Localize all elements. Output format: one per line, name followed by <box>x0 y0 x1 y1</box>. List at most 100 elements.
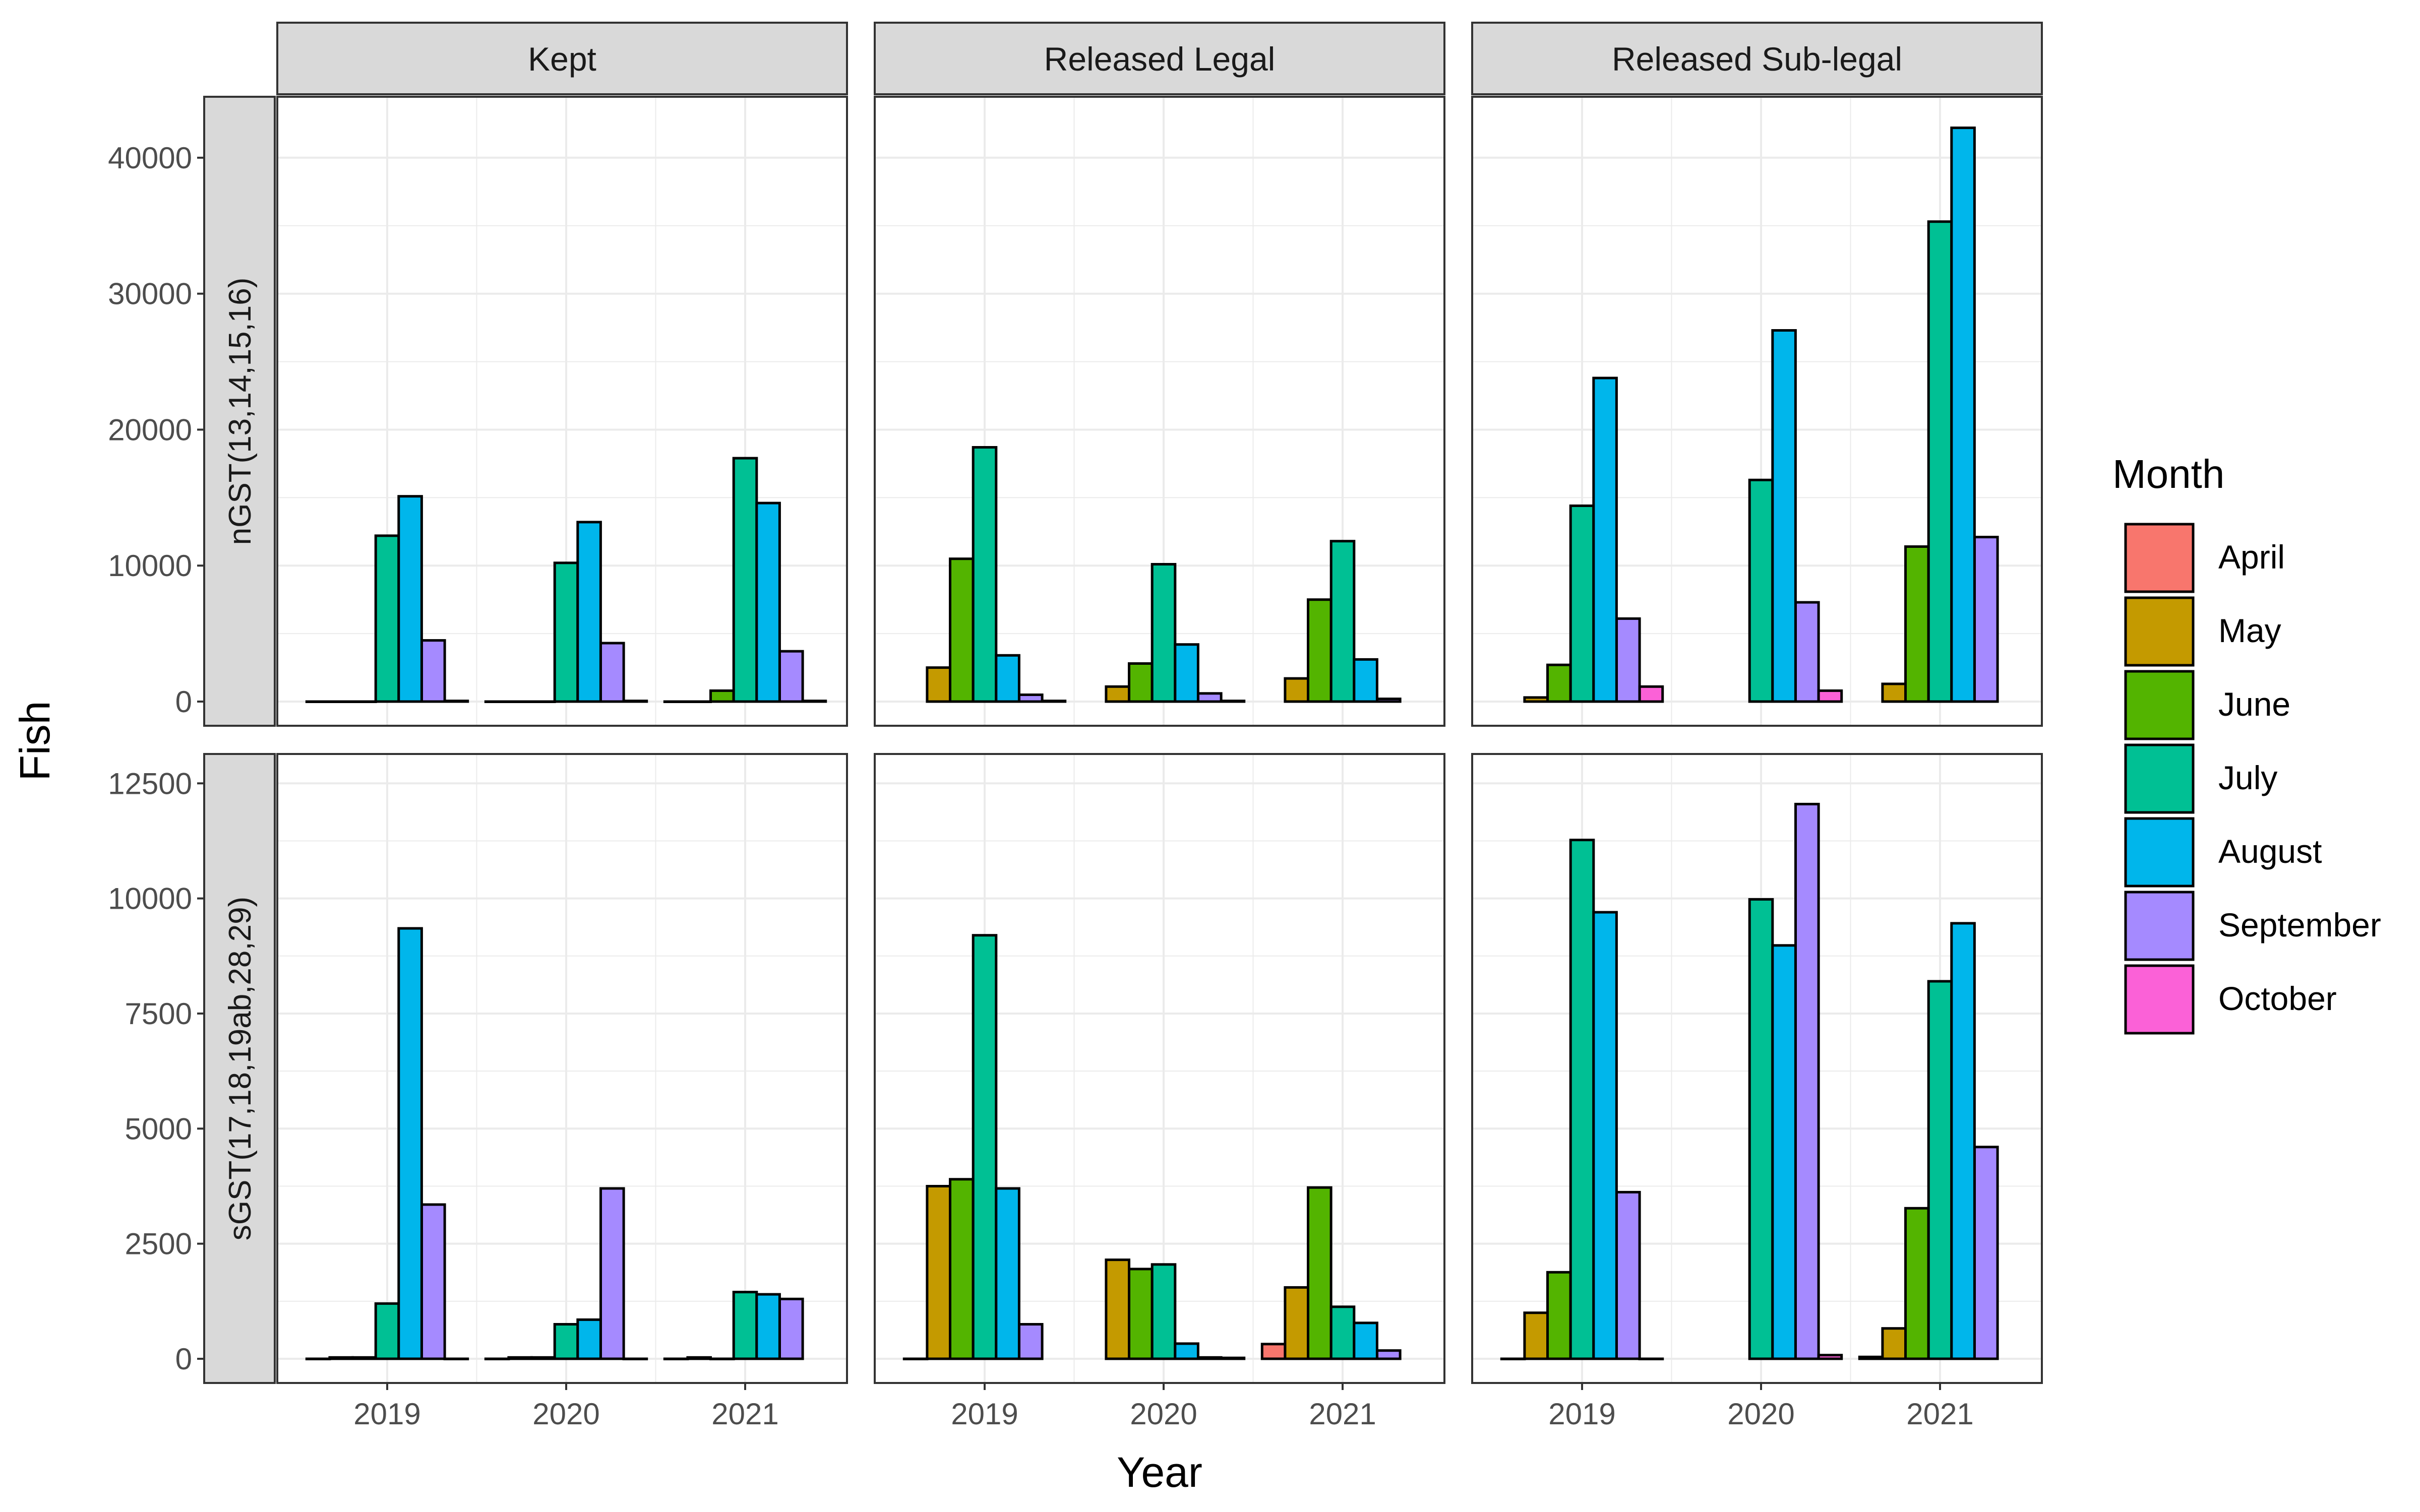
bar-september-2019 <box>420 1203 446 1360</box>
bar-july-2021 <box>1927 980 1953 1360</box>
bar-july-2021 <box>732 1291 758 1360</box>
column-strip-box <box>276 22 848 95</box>
legend-swatch <box>2124 523 2195 593</box>
legend-label: October <box>2218 980 2337 1017</box>
x-axis-1: 2019 2020 2021 <box>951 1383 1376 1431</box>
panel-border <box>276 753 848 1384</box>
x-tick-label: 2020 <box>532 1397 599 1431</box>
bar-september-2021 <box>778 650 804 703</box>
column-strip-kept: Kept <box>276 22 848 95</box>
bar-august-2021 <box>755 501 781 703</box>
bar-may-2019 <box>1523 1311 1549 1360</box>
bar-july-2019 <box>972 446 998 703</box>
strips-layer: Kept Released Legal Released Sub-legal nGST… <box>203 22 2043 1384</box>
bar-october-2020 <box>1220 1356 1246 1360</box>
x-tick-label: 2021 <box>1309 1397 1376 1431</box>
panel-r1-c1 <box>874 753 1445 1384</box>
bar-august-2020 <box>576 521 602 703</box>
legend-swatch <box>2124 817 2195 888</box>
y-axis-title: Fish <box>11 701 58 781</box>
bar-october-2019 <box>1638 685 1664 703</box>
legend-item-july: July <box>2124 743 2277 814</box>
row-strip-label: sGST(17,18,19ab,28,29) <box>223 897 258 1240</box>
bar-june-2019 <box>1546 1271 1572 1360</box>
bar-july-2020 <box>553 561 579 703</box>
bar-september-2020 <box>1794 601 1820 703</box>
bar-june-2019 <box>351 1356 377 1360</box>
panel-border <box>1471 96 2043 727</box>
row-strip-label: nGST(13,14,15,16) <box>223 278 258 545</box>
x-tick-label: 2019 <box>353 1397 420 1431</box>
y-axis-0: 0 10000 20000 30000 40000 <box>108 141 204 719</box>
bar-may-2019 <box>926 1185 952 1360</box>
bar-september-2019 <box>1018 694 1044 703</box>
bar-august-2019 <box>1592 376 1618 703</box>
x-axis-2: 2019 2020 2021 <box>1548 1383 1974 1431</box>
panel-border <box>874 96 1445 727</box>
y-tick-label: 30000 <box>108 277 192 311</box>
legend-item-june: June <box>2124 670 2290 740</box>
row-strip-1: sGST(17,18,19ab,28,29) <box>203 753 276 1384</box>
y-tick-label: 0 <box>175 1342 192 1376</box>
bar-june-2021 <box>1307 1186 1333 1360</box>
bar-august-2019 <box>995 654 1020 703</box>
bar-june-2019 <box>949 557 975 703</box>
bar-october-2020 <box>1817 689 1843 703</box>
y-tick-label: 0 <box>175 685 192 719</box>
bar-may-2019 <box>926 666 952 703</box>
legend-item-may: May <box>2124 596 2281 667</box>
bar-july-2021 <box>1927 220 1953 703</box>
bar-august-2019 <box>397 927 423 1360</box>
bar-september-2020 <box>599 642 625 703</box>
bar-september-2021 <box>1973 1146 1999 1360</box>
bar-august-2019 <box>397 495 423 703</box>
bar-august-2021 <box>1950 922 1976 1360</box>
bar-september-2019 <box>1615 617 1641 703</box>
bar-july-2020 <box>1151 1263 1177 1360</box>
bar-may-2021 <box>1881 1327 1907 1360</box>
x-axis-0: 2019 2020 2021 <box>353 1383 779 1431</box>
legend-title: Month <box>2112 452 2224 496</box>
column-strip-box <box>874 22 1445 95</box>
bar-september-2021 <box>1376 1349 1402 1360</box>
bar-april-2021 <box>1858 1355 1884 1360</box>
column-strip-released-sub-legal: Released Sub-legal <box>1471 22 2043 95</box>
bar-september-2020 <box>599 1187 625 1360</box>
bar-september-2021 <box>1973 536 1999 703</box>
legend-label: April <box>2218 538 2285 576</box>
panel-border <box>276 96 848 727</box>
column-strip-label: Kept <box>528 40 596 78</box>
legend-item-august: August <box>2124 817 2322 888</box>
x-tick-label: 2020 <box>1130 1397 1197 1431</box>
column-strip-released-legal: Released Legal <box>874 22 1445 95</box>
bar-september-2020 <box>1794 802 1820 1360</box>
bar-july-2021 <box>1329 540 1356 703</box>
panels-layer <box>276 96 2043 1384</box>
bar-july-2019 <box>374 534 400 703</box>
x-tick-label: 2019 <box>1548 1397 1615 1431</box>
legend-items: April May June July August September October <box>2124 523 2381 1035</box>
legend-label: May <box>2218 612 2281 649</box>
bar-august-2019 <box>995 1187 1020 1360</box>
bar-may-2021 <box>1284 1286 1309 1360</box>
bar-july-2019 <box>1569 839 1595 1360</box>
bar-may-2020 <box>1105 685 1130 703</box>
bar-august-2021 <box>1353 1321 1378 1360</box>
panel-r1-c2 <box>1471 753 2043 1384</box>
legend-item-september: September <box>2124 891 2381 961</box>
column-strip-box <box>1471 22 2043 95</box>
x-tick-label: 2019 <box>951 1397 1018 1431</box>
bar-may-2019 <box>1523 696 1549 703</box>
bar-may-2020 <box>507 1356 533 1360</box>
x-tick-label: 2021 <box>1906 1397 1973 1431</box>
column-strip-label: Released Legal <box>1044 40 1276 78</box>
legend-swatch <box>2124 670 2195 740</box>
y-axis-1: 0 2500 5000 7500 10000 12500 <box>108 767 204 1376</box>
y-tick-label: 40000 <box>108 141 192 175</box>
bar-may-2019 <box>328 1356 354 1360</box>
bar-june-2019 <box>949 1178 975 1360</box>
bar-september-2021 <box>1376 698 1402 703</box>
legend-swatch <box>2124 743 2195 814</box>
bar-august-2020 <box>1771 329 1797 703</box>
bar-july-2021 <box>1329 1305 1356 1360</box>
